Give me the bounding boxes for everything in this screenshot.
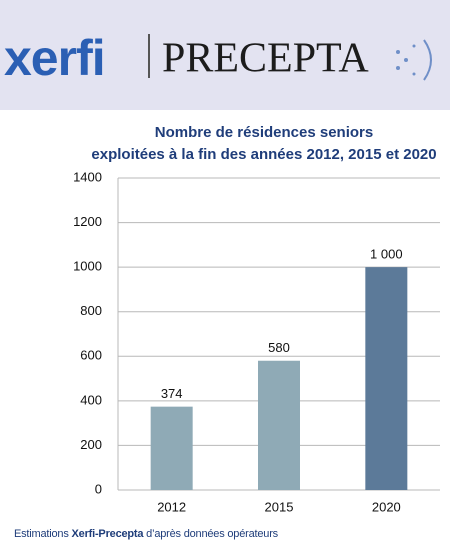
chart-title: exploitées à la fin des années 2012, 201… [91,146,436,163]
y-tick-label: 200 [80,437,102,452]
logo-arc [423,39,432,81]
source-note: Estimations Xerfi-Precepta d’après donné… [14,528,278,540]
bar [365,267,408,490]
logo-precepta: PRECEPTA [162,36,369,82]
source-prefix: Estimations [14,528,69,540]
y-tick-label: 0 [95,481,102,496]
bar [150,406,193,490]
y-tick-label: 600 [80,348,102,363]
x-tick-label: 2020 [372,499,401,514]
chart-title: Nombre de résidences seniors [155,124,373,141]
y-tick-label: 1000 [73,259,102,274]
y-tick-label: 1200 [73,214,102,229]
bar [258,360,300,490]
x-tick-label: 2015 [265,499,294,514]
y-tick-label: 400 [80,392,102,407]
y-tick-label: 1400 [73,169,102,184]
header-band [0,0,450,110]
source-bold: Xerfi-Precepta [71,528,144,540]
x-tick-label: 2012 [157,499,186,514]
dot [396,50,400,54]
data-label: 1 000 [370,247,403,262]
dot [404,58,408,62]
data-label: 374 [161,386,183,401]
logo-dots [396,39,432,81]
source-suffix: d’après données opérateurs [146,528,278,540]
logo-xerfi: xerfi [4,30,105,86]
data-label: 580 [268,340,290,355]
dot [396,66,400,70]
dot [412,72,416,76]
dot [412,44,416,48]
y-tick-label: 800 [80,303,102,318]
logo-separator [148,34,150,78]
